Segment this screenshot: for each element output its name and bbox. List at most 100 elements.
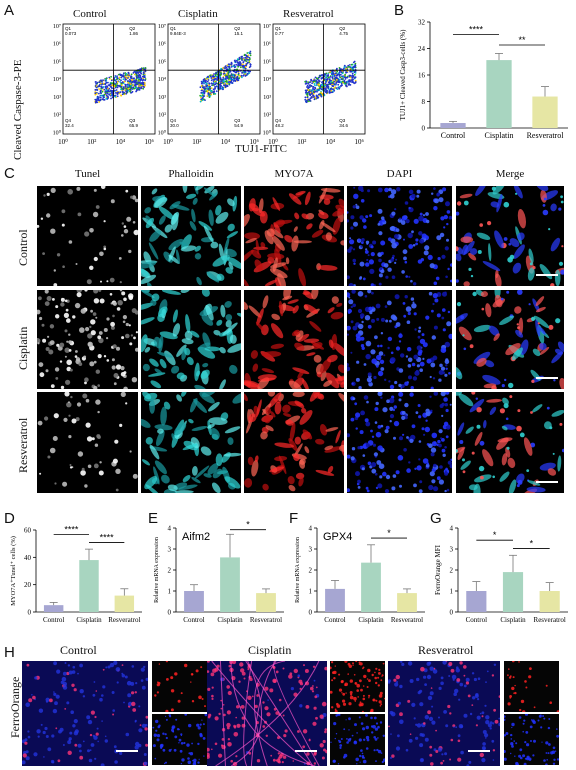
nucleus-dot	[398, 333, 403, 338]
nucleus-dot	[444, 246, 449, 251]
nucleus-dot	[64, 329, 68, 333]
flow-event-dot	[304, 98, 307, 101]
cell-shape	[244, 213, 250, 229]
cell-shape	[317, 265, 338, 271]
flow-event-dot	[117, 84, 120, 87]
channel-dot	[380, 752, 383, 754]
channel-dot	[523, 762, 527, 765]
y-tick-label: 10⁷	[53, 24, 61, 30]
y-tick-label: 4	[309, 525, 313, 533]
channel-dot	[512, 676, 515, 679]
flow-event-dot	[226, 77, 228, 80]
channel-dot	[367, 668, 371, 673]
signal-fiber	[230, 661, 263, 766]
nucleus-dot	[418, 440, 422, 443]
nucleus-dot	[393, 405, 397, 409]
channel-dot	[334, 708, 337, 711]
channel-dot	[353, 696, 357, 701]
cell-shape	[532, 348, 541, 357]
signal-dot	[313, 762, 317, 765]
nucleus-dot	[358, 238, 361, 242]
nucleus-dot	[46, 192, 50, 196]
y-tick-label: 0	[422, 125, 426, 133]
signal-dot	[115, 667, 121, 672]
signal-dot	[131, 701, 136, 707]
cell-shape	[262, 483, 269, 491]
nucleus-dot	[415, 242, 418, 246]
cell-shape	[473, 324, 491, 333]
channel-dot	[377, 749, 382, 754]
channel-dot	[368, 697, 370, 699]
signal-dot	[390, 711, 396, 717]
channel-dot	[380, 679, 383, 682]
cell-shape	[494, 230, 504, 249]
flow-event-dot	[351, 78, 354, 81]
nucleus-dot	[68, 240, 73, 244]
signal-dot	[68, 738, 71, 741]
flow-event-dot	[314, 84, 316, 87]
flow-event-dot	[232, 65, 235, 68]
nucleus-dot	[375, 431, 382, 438]
flow-event-dot	[99, 82, 102, 85]
nucleus-dot	[80, 470, 86, 476]
cell-shape	[244, 393, 248, 402]
signal-dot	[66, 701, 70, 705]
quadrant-text: 32.4	[65, 123, 74, 128]
signal-fiber	[243, 661, 253, 766]
quadrant-text: Q4	[275, 118, 282, 123]
nucleus-dot	[438, 197, 444, 203]
nucleus-dot	[426, 219, 430, 224]
signal-dot	[73, 688, 77, 692]
flow-event-dot	[331, 73, 333, 76]
cell-shape	[512, 262, 522, 274]
signal-dot	[449, 758, 452, 761]
cell-shape	[324, 445, 334, 451]
flow-event-dot	[141, 79, 144, 82]
microscopy-image	[347, 392, 452, 493]
nucleus-dot	[350, 215, 355, 220]
nucleus-dot	[395, 322, 401, 327]
channel-dot	[164, 733, 167, 736]
flow-event-dot	[340, 82, 343, 85]
cell-shape	[210, 241, 219, 249]
flow-event-dot	[333, 89, 336, 92]
signal-dot	[419, 743, 424, 748]
nucleus-dot	[388, 397, 395, 404]
channel-dot	[368, 694, 371, 697]
signal-dot	[56, 669, 61, 674]
cell-shape	[315, 438, 325, 445]
flow-event-dot	[210, 77, 213, 79]
flow-event-dot	[208, 87, 211, 89]
cell-shape	[182, 186, 188, 193]
nucleus-dot	[56, 343, 60, 347]
cell-shape	[539, 346, 550, 356]
channel-dot	[363, 674, 367, 679]
nucleus-dot	[81, 467, 85, 471]
nucleus-dot	[44, 301, 50, 306]
nucleus-dot	[85, 398, 90, 403]
channel-dot	[359, 754, 362, 758]
y-tick-label: 2	[309, 567, 313, 575]
nucleus-dot	[415, 238, 419, 242]
nucleus-dot	[395, 228, 400, 232]
signal-dot	[114, 760, 118, 764]
signal-dot	[465, 681, 469, 685]
y-tick-label: 10⁶	[158, 42, 166, 48]
nucleus-dot	[84, 381, 87, 385]
nucleus-dot	[358, 186, 364, 191]
nucleus-dot	[357, 308, 363, 314]
channel-dot	[373, 716, 377, 720]
significance-label: *	[530, 539, 534, 549]
cell-shape	[161, 290, 182, 295]
nucleus-dot	[516, 323, 519, 326]
nucleus-dot	[416, 189, 421, 194]
signal-dot	[241, 671, 246, 676]
channel-dot	[171, 726, 175, 730]
signal-dot	[400, 661, 403, 663]
signal-dot	[79, 755, 84, 760]
signal-dot	[256, 759, 261, 763]
nucleus-dot	[447, 310, 451, 314]
channel-dot	[362, 666, 365, 669]
cell-shape	[485, 303, 492, 318]
